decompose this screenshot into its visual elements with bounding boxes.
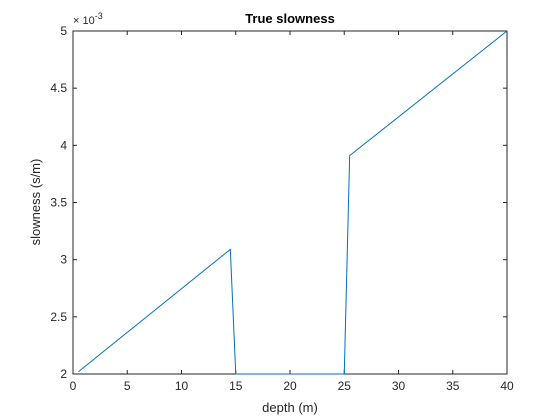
x-tick-label: 15 [229,379,243,393]
y-scale-factor-exponent: -3 [95,11,103,21]
y-tick-label: 3.5 [50,196,67,210]
y-axis: 2 2.5 3 3.5 4 4.5 5 [50,24,507,381]
series-layer [78,30,508,375]
x-tick-label: 0 [70,379,77,393]
series-line [78,30,508,375]
x-tick-label: 5 [124,379,131,393]
x-axis-label: depth (m) [262,400,318,415]
y-tick-label: 3 [60,253,67,267]
x-tick-label: 10 [175,379,189,393]
x-tick-label: 35 [446,379,460,393]
y-tick-label: 2.5 [50,310,67,324]
x-tick-label: 30 [392,379,406,393]
x-axis: 0 5 10 15 20 25 30 35 40 [70,31,514,393]
x-tick-label: 20 [283,379,297,393]
y-scale-factor: × 10-3 [73,11,103,27]
y-scale-factor-base: × 10 [73,15,95,27]
y-tick-label: 2 [60,367,67,381]
chart-title: True slowness [245,11,335,26]
y-axis-label: slowness (s/m) [28,159,43,246]
y-tick-label: 4 [60,138,67,152]
x-tick-label: 40 [500,379,514,393]
y-tick-label: 4.5 [50,81,67,95]
x-tick-label: 25 [338,379,352,393]
y-tick-label: 5 [60,24,67,38]
